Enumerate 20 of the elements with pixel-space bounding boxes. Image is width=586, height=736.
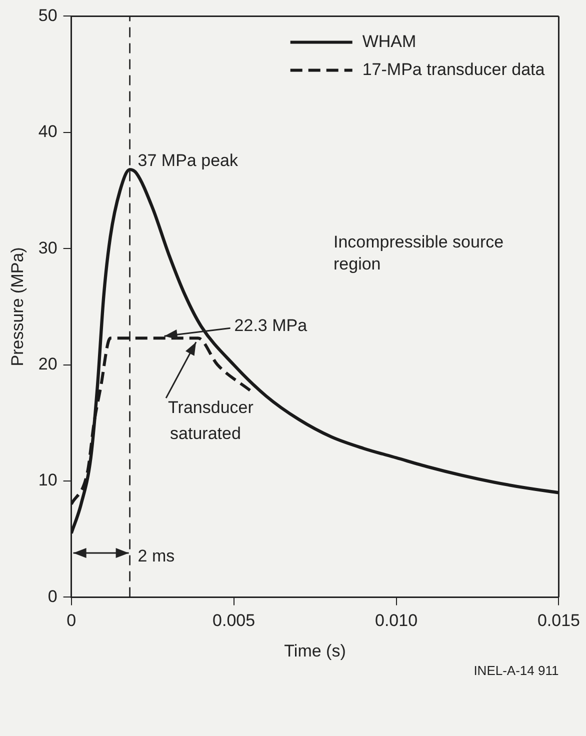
y-tick-label: 40 bbox=[38, 122, 58, 142]
x-tick-label: 0 bbox=[66, 611, 76, 630]
y-tick-label: 30 bbox=[38, 238, 58, 258]
annotation: 37 MPa peak bbox=[138, 150, 238, 170]
x-tick-label: 0.005 bbox=[212, 611, 256, 630]
x-tick-label: 0.010 bbox=[374, 611, 418, 630]
text: INEL-A-14 911 bbox=[474, 662, 559, 678]
annotation: 22.3 MPa bbox=[234, 316, 308, 335]
x-axis-title: Time (s) bbox=[284, 641, 346, 660]
y-tick-label: 0 bbox=[48, 586, 58, 606]
x-tick-label: 0.015 bbox=[537, 611, 580, 630]
y-tick-label: 50 bbox=[38, 6, 58, 25]
legend-label: WHAM bbox=[362, 32, 416, 51]
annotation: Incompressible source region bbox=[334, 232, 504, 274]
y-tick-label: 10 bbox=[38, 470, 58, 490]
annotation: 2 ms bbox=[138, 546, 175, 566]
legend-label: 17-MPa transducer data bbox=[362, 60, 546, 79]
annotation: Transducer saturated bbox=[168, 398, 254, 443]
y-tick-label: 20 bbox=[38, 354, 58, 374]
y-axis-title: Pressure (MPa) bbox=[8, 247, 27, 366]
